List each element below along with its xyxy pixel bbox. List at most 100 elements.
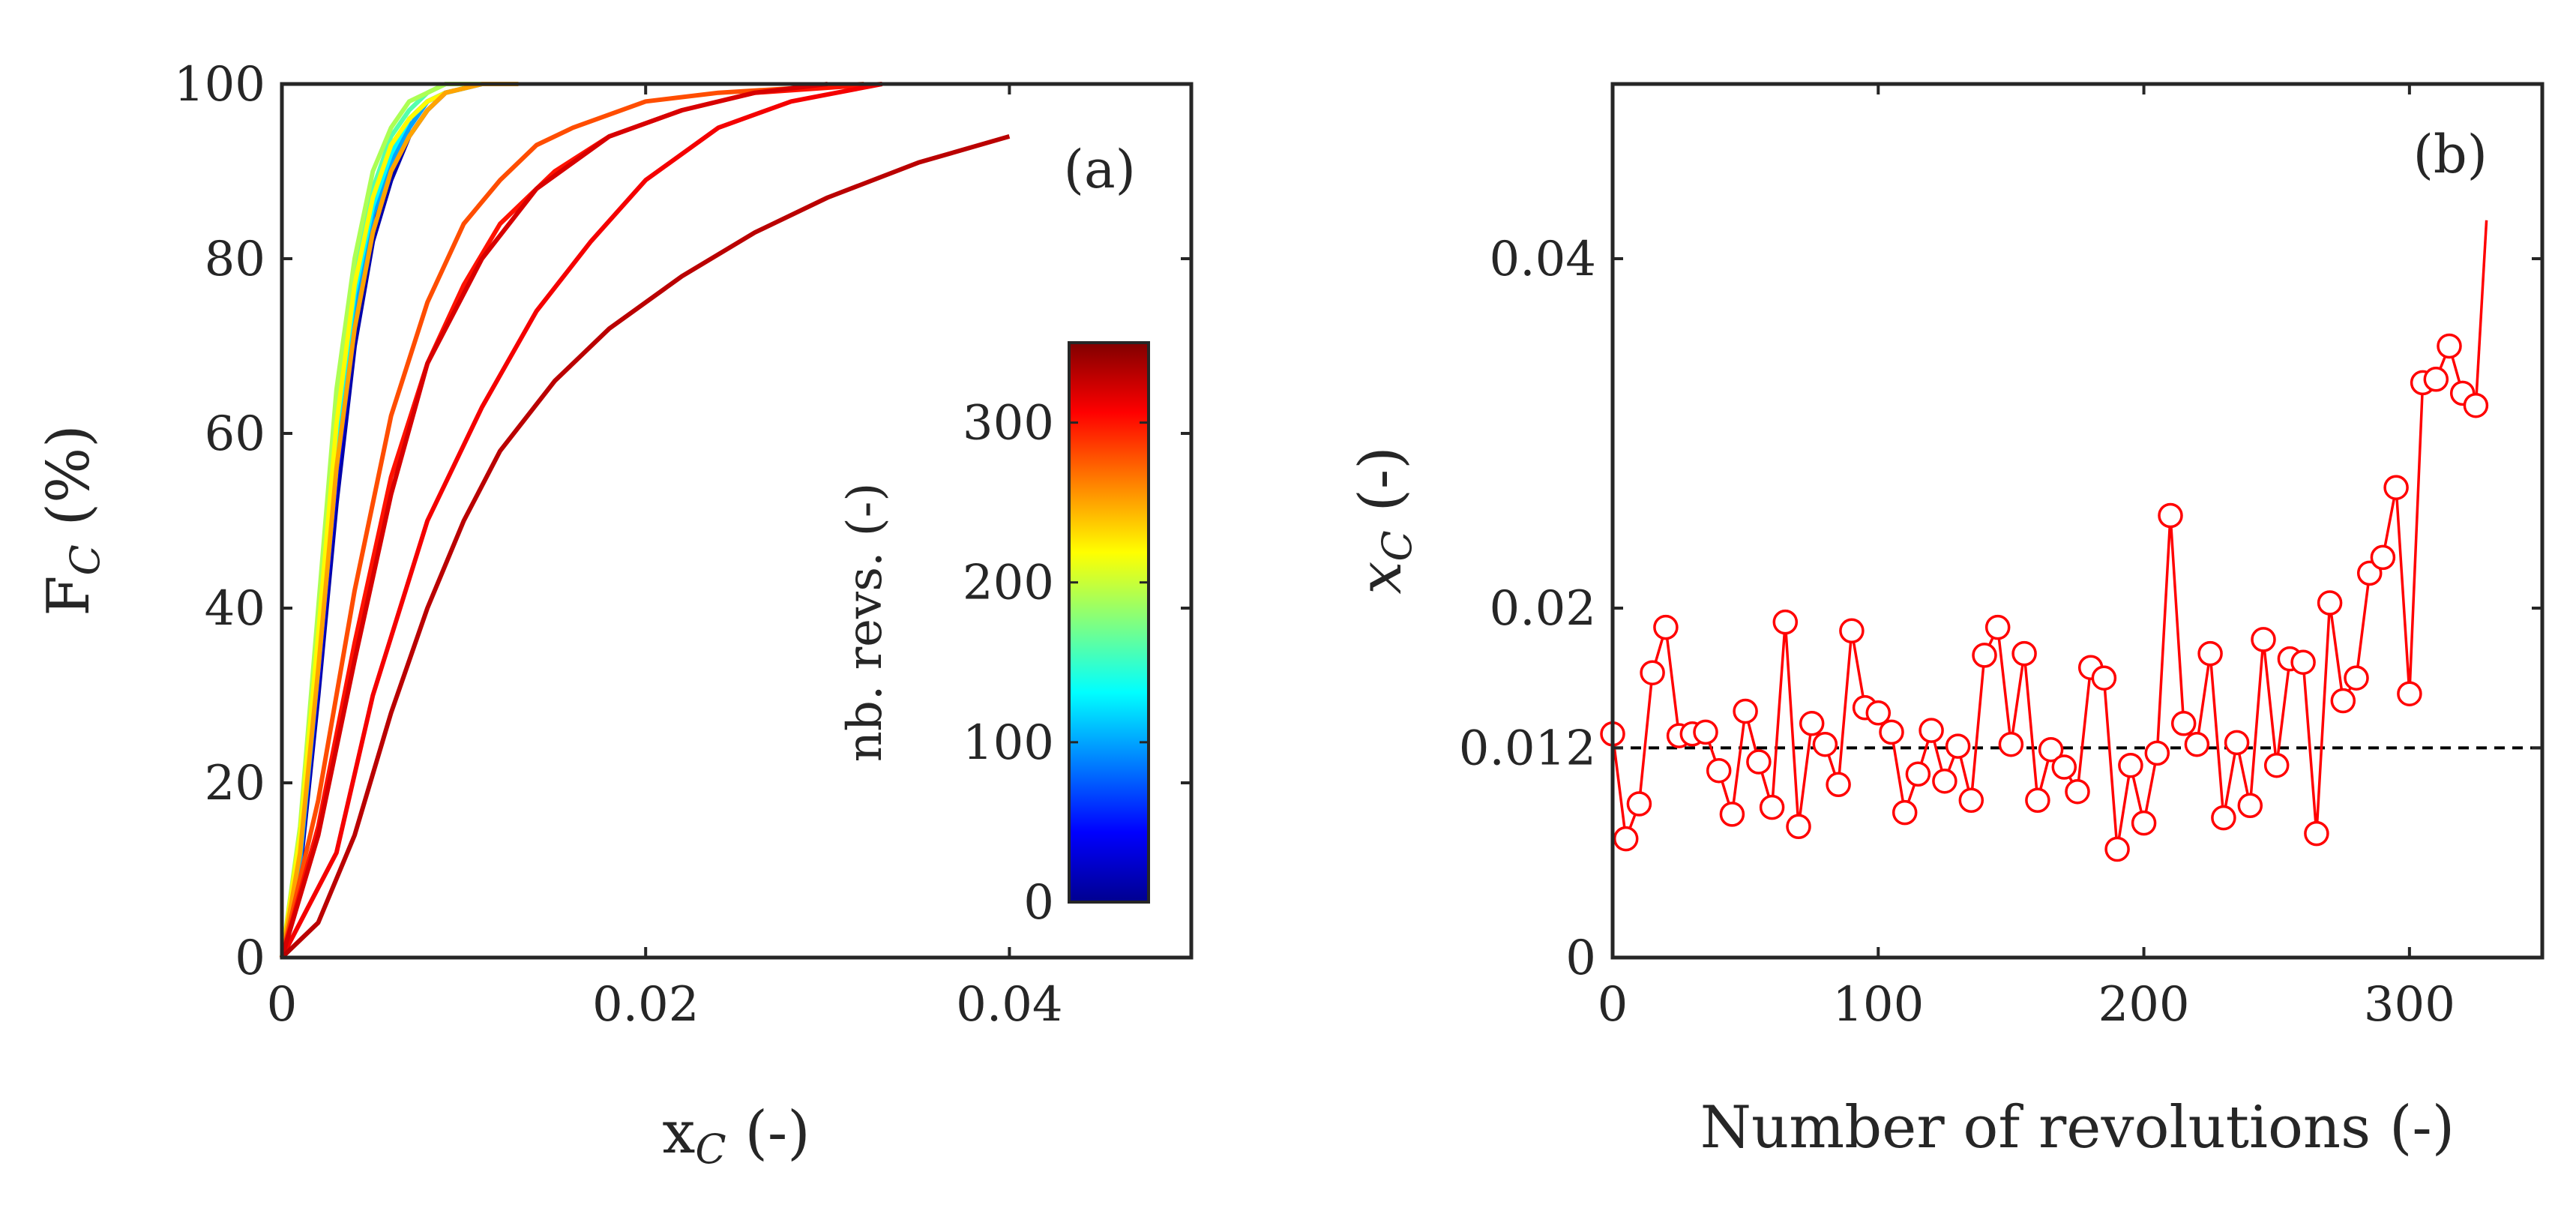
- panel-b-data-point: [1826, 772, 1851, 798]
- panel-b-data-point: [2356, 560, 2383, 586]
- panel-b-data-point: [1998, 731, 2024, 757]
- panel-a-y-tick-label: 100: [174, 57, 265, 112]
- panel-a-y-tick-label: 20: [205, 756, 265, 811]
- panel-b-data-point: [2330, 688, 2356, 714]
- panel-b-data-point: [2344, 665, 2369, 691]
- panel-b-data-point: [2370, 544, 2396, 571]
- panel-b-x-axis-label: Number of revolutions (-): [1700, 1094, 2455, 1162]
- panel-b-data-point: [2118, 752, 2143, 778]
- panel-b-data-point: [1958, 787, 1984, 814]
- colorbar-tick-label: 100: [963, 715, 1054, 771]
- panel-a-y-tick-label: 40: [205, 581, 265, 637]
- panel-b-x-tick-label: 300: [2364, 977, 2455, 1033]
- panel-a-y-tick-label: 60: [205, 406, 265, 462]
- panel-a-x-axis-label: xC (-): [662, 1099, 810, 1173]
- colorbar-tick-label: 0: [1023, 875, 1054, 931]
- panel-b-data-point: [2144, 740, 2170, 766]
- panel-b-data-point: [2051, 754, 2077, 780]
- panel-b-data-point: [2317, 590, 2343, 616]
- panel-b-data-point: [2423, 367, 2449, 392]
- panel-b-data-point: [2038, 736, 2064, 763]
- panel-a-axes-frame: [280, 82, 1194, 960]
- panel-b-data-point: [1839, 618, 1865, 644]
- panel-b-data-point: [2437, 333, 2462, 359]
- panel-b-series-tail: [2474, 220, 2488, 406]
- panel-b-data-point: [1719, 802, 1745, 827]
- panel-b-data-point: [2065, 778, 2090, 805]
- panel-b-data-point: [1905, 761, 1931, 787]
- colorbar-label: nb. revs. (-): [837, 483, 893, 763]
- panel-b-data-point: [2463, 392, 2489, 418]
- panel-a-series-line-12: [280, 82, 828, 958]
- panel-b-data-point: [2263, 752, 2290, 778]
- colorbar-tick-label: 200: [963, 556, 1054, 611]
- panel-a-x-tick-label: 0.02: [592, 977, 699, 1033]
- panel-b-data-point: [2025, 787, 2050, 814]
- panel-b-data-point: [2251, 627, 2276, 652]
- panel-b-data-point: [1653, 614, 1679, 640]
- panel-a-x-tick-label: 0.04: [956, 977, 1063, 1033]
- colorbar: 0 100 200 300 nb. revs. (-): [837, 341, 1150, 931]
- panel-b-y-tick-label: 0: [1565, 931, 1596, 986]
- panel-b-data-point: [1759, 794, 1785, 820]
- panel-b-y-axis-label-sub: C: [1373, 530, 1421, 561]
- panel-b-data-point: [1865, 700, 1892, 726]
- colorbar-tick-label: 300: [963, 396, 1054, 451]
- panel-b-axes-frame: [1610, 82, 2545, 960]
- panel-b-series-group: [1600, 220, 2489, 862]
- panel-a-y-tick-label: 0: [235, 931, 265, 986]
- panel-a-series-group: [280, 82, 1011, 960]
- panel-b-y-tick-label: 0.04: [1490, 232, 1597, 287]
- colorbar-ticks: 0 100 200 300: [963, 396, 1149, 931]
- panel-b-data-point: [1640, 660, 1665, 685]
- panel-b-data-point: [2197, 640, 2223, 667]
- panel-b-data-point: [1626, 791, 1652, 817]
- panel-a-y-tick-label: 80: [205, 232, 265, 287]
- panel-b-x-tick-label: 200: [2098, 977, 2189, 1033]
- panel-b-label: (b): [2413, 124, 2488, 185]
- panel-a-y-axis-label-sub: C: [61, 544, 109, 575]
- panel-b-data-point: [1879, 719, 1904, 745]
- panel-b-series-line: [1611, 342, 2477, 850]
- panel-b-data-point: [1932, 768, 1957, 794]
- panel-b-data-point: [2397, 681, 2422, 706]
- panel-b-data-point: [1945, 733, 1971, 759]
- panel-a-series-line-11: [280, 82, 883, 959]
- panel-b-data-point: [1772, 609, 1799, 635]
- panel-b-data-point: [2158, 502, 2183, 529]
- panel-b-data-point: [1892, 799, 1918, 826]
- panel-b-data-point: [1746, 749, 1772, 775]
- panel-a-label: (a): [1064, 139, 1136, 200]
- panel-a-y-axis-label: FC (%): [35, 424, 109, 616]
- panel-b-y-axis-label: xC (-): [1347, 446, 1421, 594]
- panel-b-y-tick-label: 0.012: [1459, 721, 1596, 776]
- panel-a-x-tick-label: 0: [267, 977, 298, 1033]
- panel-b-data-point: [2224, 730, 2250, 756]
- panel-b-y-tick-label: 0.02: [1490, 581, 1597, 637]
- panel-b-data-point: [2184, 731, 2210, 757]
- panel-b-data-point: [2170, 711, 2197, 736]
- panel-b-data-point: [2104, 836, 2130, 862]
- panel-b-x-tick-label: 100: [1832, 977, 1924, 1033]
- panel-a-ticks: 0 0.02 0.04 0 20 40 60 80 100: [174, 57, 1191, 1033]
- panel-a-series-line-13: [280, 134, 1011, 960]
- panel-b-data-point: [1972, 643, 1997, 668]
- panel-b-data-point: [1733, 698, 1758, 724]
- panel-b-data-point: [2091, 665, 2117, 691]
- panel-b-data-point: [2304, 820, 2329, 847]
- panel-b-data-point: [2011, 640, 2037, 667]
- panel-b-data-point: [2211, 805, 2236, 831]
- panel-b-data-point: [1613, 826, 1639, 852]
- panel-a-x-axis-label-sub: C: [695, 1126, 726, 1173]
- colorbar-gradient: [1069, 343, 1149, 902]
- panel-b-xc-vs-revolutions-chart: 0 100 200 300 0 0.012 0.02 0.04 (b) Number of r…: [1347, 82, 2545, 1162]
- panel-b-x-tick-label: 0: [1598, 977, 1628, 1033]
- panel-a-series-line-9: [280, 82, 864, 958]
- panel-b-data-point: [1984, 614, 2011, 640]
- panel-b-data-point: [2383, 475, 2409, 500]
- panel-b-data-point: [1706, 757, 1732, 784]
- panel-b-data-point: [2290, 649, 2316, 675]
- panel-b-data-point: [1919, 718, 1944, 743]
